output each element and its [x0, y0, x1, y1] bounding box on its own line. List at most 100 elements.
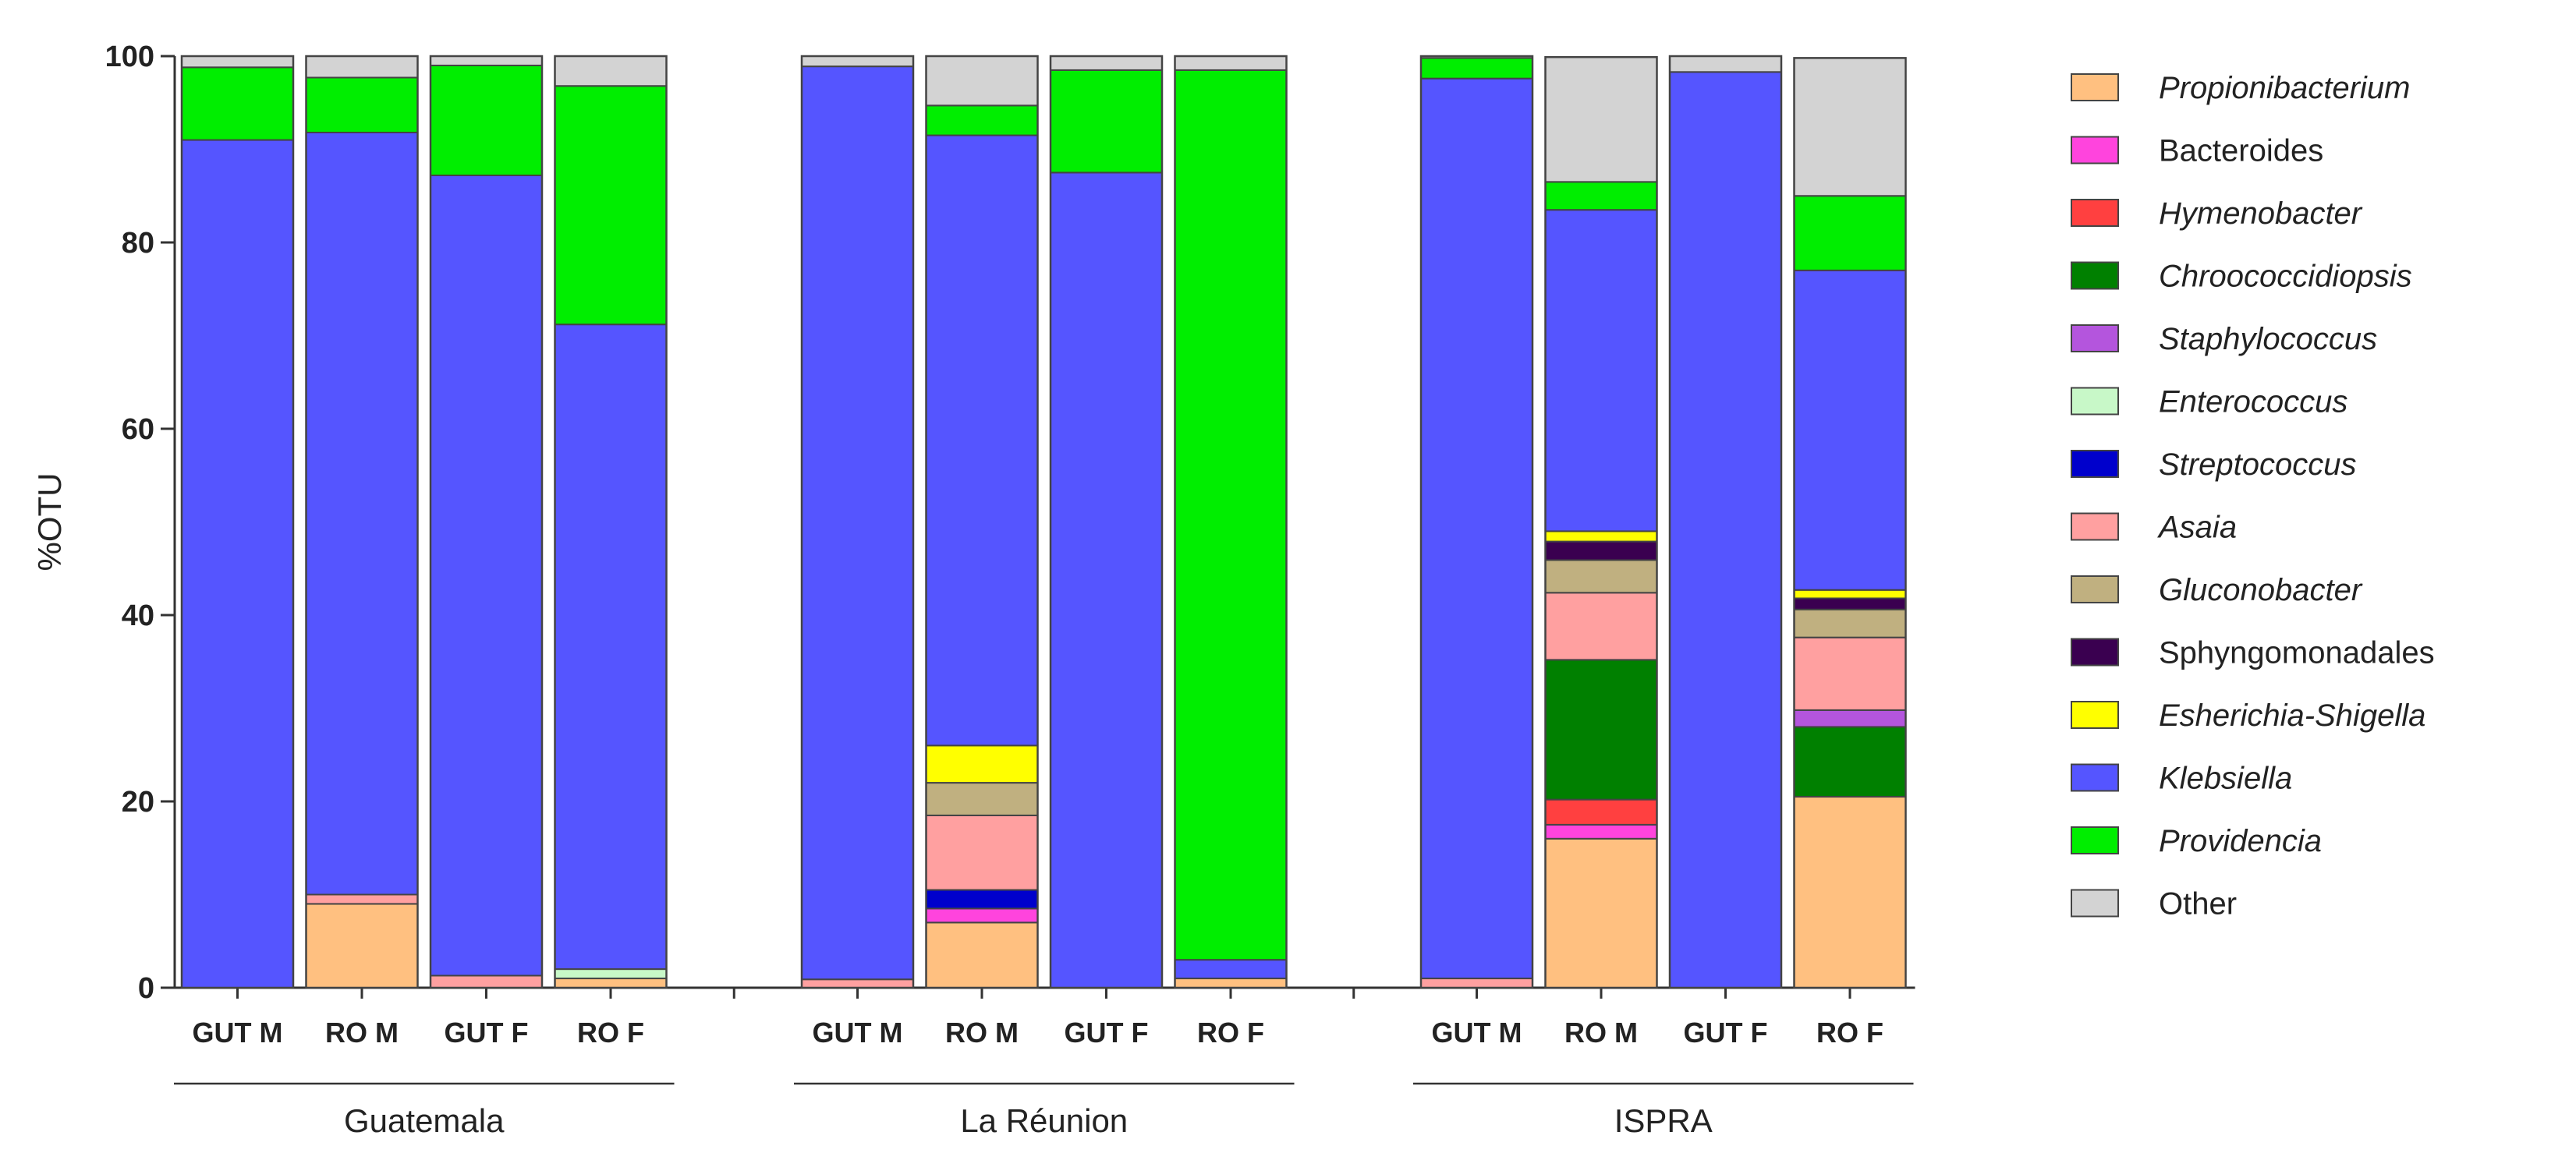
group-label: Guatemala: [344, 1102, 505, 1139]
bar-segment: [1050, 69, 1163, 174]
bar-segment: [554, 55, 668, 87]
bar-segment: [1174, 978, 1288, 989]
bar-segment: [1544, 823, 1658, 840]
bar-segment: [925, 921, 1039, 989]
bar-segment: [1544, 837, 1658, 989]
bar-outline: [1793, 57, 1907, 989]
bar-outline: [1668, 55, 1783, 989]
legend-swatch: [2071, 575, 2119, 603]
bar-outline: [305, 55, 419, 989]
bar-segment: [1544, 659, 1658, 801]
bar-segment: [1793, 269, 1907, 591]
y-tick-label: 100: [105, 41, 154, 73]
bar-segment: [1544, 540, 1658, 561]
legend-swatch: [2071, 387, 2119, 416]
legend-label: Other: [2159, 887, 2237, 921]
bar-segment: [430, 55, 543, 66]
legend-swatch: [2071, 261, 2119, 290]
legend-swatch: [2071, 450, 2119, 478]
bar-segment: [305, 55, 419, 79]
legend-label: Providencia: [2159, 824, 2322, 858]
bar-segment: [925, 814, 1039, 891]
y-tick-label: 40: [122, 599, 154, 632]
bar-segment: [305, 76, 419, 133]
bar-segment: [1793, 709, 1907, 728]
category-label: RO F: [1816, 1017, 1883, 1049]
bar-segment: [430, 174, 543, 977]
category-label: GUT F: [445, 1017, 529, 1049]
bar-segment: [1050, 172, 1163, 989]
legend-label: Bacteroides: [2159, 134, 2323, 168]
bar-segment: [1174, 959, 1288, 980]
legend-swatch: [2071, 199, 2119, 227]
group-label: La Réunion: [960, 1102, 1128, 1139]
legend-swatch: [2071, 73, 2119, 101]
bar-segment: [925, 104, 1039, 136]
legend-swatch: [2071, 889, 2119, 918]
category-label: RO M: [1564, 1017, 1638, 1049]
category-label: RO M: [325, 1017, 399, 1049]
bar-segment: [1544, 209, 1658, 532]
bar-segment: [925, 134, 1039, 747]
bar-segment: [305, 893, 419, 905]
bar-outline: [925, 55, 1039, 989]
bar-segment: [1420, 978, 1533, 989]
bar-segment: [1050, 55, 1163, 71]
bar-segment: [801, 978, 914, 989]
bar-segment: [1793, 57, 1907, 197]
legend-label: Staphylococcus: [2159, 322, 2377, 356]
legend-label: Enterococcus: [2159, 385, 2347, 419]
bar-segment: [1793, 597, 1907, 610]
bar-segment: [925, 889, 1039, 910]
bar-segment: [801, 65, 914, 981]
bar-segment: [1420, 77, 1533, 980]
bar-segment: [1544, 56, 1658, 183]
bar-segment: [181, 66, 294, 141]
bar-outline: [1049, 55, 1164, 989]
category-label: RO F: [577, 1017, 644, 1049]
bar-segment: [1793, 589, 1907, 599]
y-tick-label: 0: [138, 972, 154, 1005]
bar-segment: [1544, 559, 1658, 594]
bar-segment: [1174, 69, 1288, 961]
y-tick-label: 60: [122, 413, 154, 446]
bar-segment: [1420, 57, 1533, 80]
y-tick-label: 20: [122, 786, 154, 819]
category-label: GUT M: [813, 1017, 903, 1049]
bar-segment: [305, 903, 419, 989]
legend-label: Klebsiella: [2159, 762, 2292, 796]
legend-label: Esherichia-Shigella: [2159, 699, 2425, 733]
bar-segment: [1544, 530, 1658, 543]
bar-outline: [1174, 55, 1288, 989]
bar-outline: [429, 55, 544, 989]
bar-segment: [1793, 195, 1907, 271]
bar-segment: [1669, 55, 1782, 73]
bar-segment: [1544, 798, 1658, 826]
bar-segment: [554, 324, 668, 971]
legend-swatch: [2071, 701, 2119, 729]
y-tick-label: 80: [122, 227, 154, 260]
bar-segment: [430, 974, 543, 989]
bar-segment: [925, 907, 1039, 924]
category-label: RO F: [1197, 1017, 1264, 1049]
legend-swatch: [2071, 136, 2119, 164]
bar-segment: [1793, 796, 1907, 989]
bar-segment: [1793, 636, 1907, 711]
bar-segment: [1544, 592, 1658, 661]
category-label: RO M: [945, 1017, 1019, 1049]
labels: GUT M RO M GUT F RO F Guatemala GUT M RO M GUT …: [174, 1017, 1914, 1139]
bar-segment: [925, 782, 1039, 816]
bar-segment: [925, 55, 1039, 107]
bar-segment: [305, 131, 419, 896]
legend-swatch: [2071, 324, 2119, 352]
legend-label: Sphyngomonadales: [2159, 636, 2435, 670]
bar-outline: [180, 55, 295, 989]
bar-segment: [554, 968, 668, 980]
bar-segment: [801, 55, 914, 68]
legend-label: Gluconobacter: [2159, 573, 2363, 607]
bar-segment: [1544, 181, 1658, 211]
bar-outline: [554, 55, 668, 989]
bar-segment: [554, 978, 668, 989]
bar-segment: [925, 744, 1039, 784]
